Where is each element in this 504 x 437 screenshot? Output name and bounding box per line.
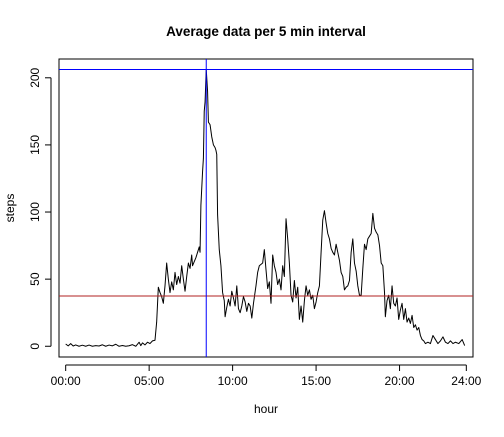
y-tick-label-1: 50 (28, 272, 42, 286)
y-tick-label-3: 150 (28, 135, 42, 155)
y-tick-label-4: 200 (28, 67, 42, 87)
y-tick-label-2: 100 (28, 202, 42, 222)
x-tick-label-2: 10:00 (218, 374, 248, 388)
chart-title: Average data per 5 min interval (166, 24, 366, 39)
y-axis-label: steps (3, 194, 17, 223)
x-tick-label-3: 15:00 (301, 374, 331, 388)
x-tick-label-4: 20:00 (385, 374, 415, 388)
x-tick-label-0: 00:00 (51, 374, 81, 388)
series-line-0 (65, 68, 466, 347)
x-axis-label: hour (254, 402, 278, 416)
x-tick-label-5: 24:00 (451, 374, 481, 388)
x-tick-label-1: 05:00 (134, 374, 164, 388)
y-tick-label-0: 0 (28, 343, 42, 350)
plot-frame (58, 58, 474, 358)
plot-layer: 00:00 05:00 10:00 15:00 20:00 24:00 0 50 100 150 2… (28, 58, 482, 388)
